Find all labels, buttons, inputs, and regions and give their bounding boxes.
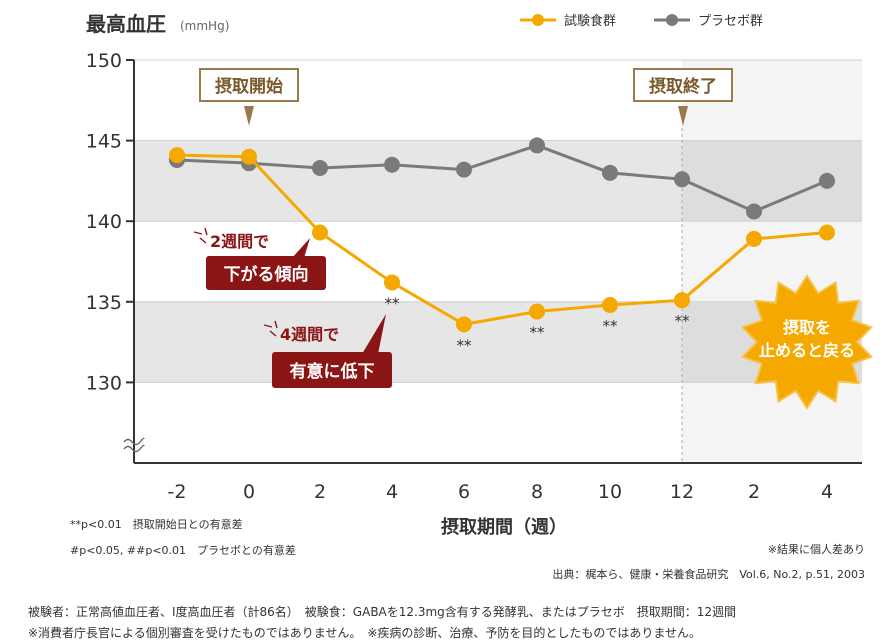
end-callout: 摂取終了 (633, 68, 733, 126)
x-tick-6: 10 (598, 481, 622, 503)
burst-shape (740, 274, 874, 410)
footer-line1: 被験者：正常高値血圧者、I度高血圧者（計86名） 被験食：GABAを12.3mg… (28, 605, 737, 619)
two-weeks-line2: 下がる傾向 (224, 264, 309, 285)
y-tick-140: 140 (86, 211, 122, 233)
stop-intake-burst: 摂取を 止めると戻る (740, 274, 874, 410)
four-weeks-pointer (362, 314, 386, 354)
four-weeks-line1: 4週間で (280, 325, 339, 344)
point-test-9 (819, 224, 835, 241)
sig-mark-5: ** (530, 323, 546, 341)
footer-line2: ※消費者庁長官による個別審査を受けたものではありません。 ※疾病の診断、治療、予… (28, 626, 702, 640)
p001-note: **p<0.01 摂取開始日との有意差 (70, 518, 243, 531)
sig-mark-4: ** (457, 336, 473, 354)
p005-note: #p<0.05, ##p<0.01 プラセボとの有意差 (70, 544, 296, 557)
post-intake-region (682, 60, 862, 463)
y-tick-150: 150 (86, 50, 122, 72)
x-tick-0: -2 (168, 481, 187, 503)
x-tick-5: 8 (531, 481, 543, 503)
x-tick-3: 4 (386, 481, 398, 503)
burst-line2: 止めると戻る (759, 341, 855, 360)
individual-note: ※結果に個人差あり (767, 543, 865, 556)
point-placebo-3 (384, 156, 400, 173)
point-placebo-7 (674, 171, 690, 188)
point-test-5 (529, 303, 545, 320)
start-callout-arrow (244, 106, 254, 126)
end-callout-text: 摂取終了 (649, 76, 717, 97)
point-placebo-6 (602, 164, 618, 181)
point-test-6 (602, 297, 618, 314)
legend-test-marker (532, 14, 544, 26)
point-test-7 (674, 292, 690, 309)
point-test-4 (456, 316, 472, 333)
legend-placebo-marker (666, 14, 678, 26)
start-callout-box (199, 68, 299, 102)
point-placebo-9 (819, 172, 835, 189)
sig-mark-3: ** (385, 294, 401, 312)
series-line-test (176, 153, 828, 326)
point-placebo-4 (456, 161, 472, 178)
point-test-1 (241, 148, 257, 165)
sig-mark-7: ** (675, 312, 691, 330)
four-weeks-line2: 有意に低下 (290, 361, 375, 382)
start-callout-text: 摂取開始 (215, 76, 283, 97)
sig-mark-6: ** (603, 317, 619, 335)
point-placebo-2 (312, 160, 328, 177)
y-tick-135: 135 (86, 292, 122, 314)
point-test-3 (384, 274, 400, 291)
x-tick-labels: -2 0 2 4 6 8 10 12 2 4 (168, 481, 834, 503)
source-citation: 出典：梶本ら、健康・栄養食品研究 Vol.6, No.2, p.51, 2003 (552, 568, 865, 581)
four-weeks-annotation: 4週間で 有意に低下 (263, 314, 392, 388)
point-test-8 (746, 230, 762, 247)
series-line-placebo (176, 143, 828, 214)
x-tick-2: 2 (314, 481, 326, 503)
two-weeks-pointer (292, 238, 310, 258)
y-tick-labels: 130 135 140 145 150 (86, 50, 134, 394)
four-weeks-box (272, 352, 392, 388)
chart-title: 最高血圧 (86, 12, 166, 36)
x-tick-8: 2 (748, 481, 760, 503)
end-callout-arrow (678, 106, 688, 126)
x-axis-title: 摂取期間（週） (441, 516, 567, 538)
legend-test-label: 試験食群 (564, 13, 616, 29)
plot-bands (134, 60, 862, 463)
four-weeks-emphasis-mark (263, 320, 278, 337)
two-weeks-box (206, 256, 326, 290)
two-weeks-emphasis-mark (193, 227, 208, 244)
point-test-2 (312, 224, 328, 241)
two-weeks-annotation: 2週間で 下がる傾向 (193, 227, 326, 290)
start-callout: 摂取開始 (199, 68, 299, 126)
x-tick-4: 6 (458, 481, 470, 503)
series-group (169, 137, 835, 333)
y-tick-145: 145 (86, 131, 122, 153)
x-tick-9: 4 (821, 481, 833, 503)
two-weeks-line1: 2週間で (210, 232, 269, 251)
significance-marks: ** ** ** ** ** (385, 294, 691, 354)
y-tick-130: 130 (86, 372, 122, 394)
x-tick-1: 0 (243, 481, 255, 503)
point-placebo-5 (529, 137, 545, 154)
burst-line1: 摂取を (783, 318, 831, 337)
x-tick-7: 12 (670, 481, 694, 503)
legend-placebo-label: プラセボ群 (698, 14, 763, 29)
legend: 試験食群 プラセボ群 (520, 13, 763, 29)
point-placebo-8 (746, 203, 762, 220)
chart-unit: (mmHg) (180, 19, 229, 33)
end-callout-box (633, 68, 733, 102)
point-test-0 (169, 147, 185, 164)
axis-break-mark (123, 437, 145, 453)
